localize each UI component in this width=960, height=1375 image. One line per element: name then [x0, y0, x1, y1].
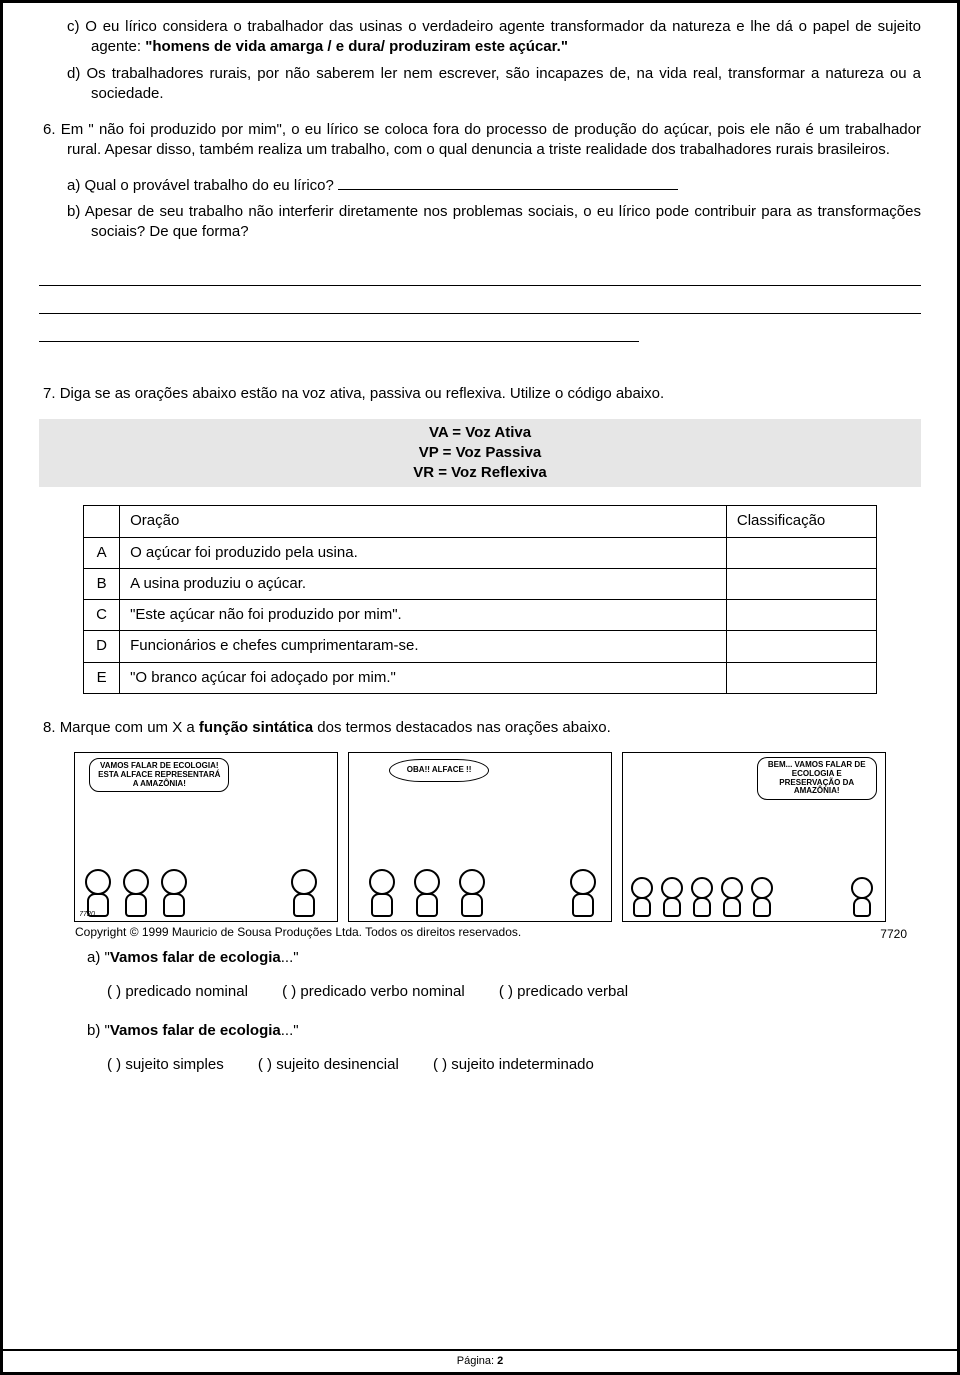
row-answer[interactable]	[726, 662, 876, 693]
row-answer[interactable]	[726, 631, 876, 662]
legend-vr: VR = Voz Reflexiva	[39, 463, 921, 483]
table-row: A O açúcar foi produzido pela usina.	[84, 537, 877, 568]
option-checkbox[interactable]: ( ) predicado nominal	[107, 982, 248, 1002]
q6a-prefix: a)	[67, 177, 85, 194]
question-8a: a) "Vamos falar de ecologia..."	[39, 948, 921, 968]
option-checkbox[interactable]: ( ) sujeito desinencial	[258, 1055, 399, 1075]
legend-vp: VP = Voz Passiva	[39, 443, 921, 463]
comic-panel-2: OBA!! ALFACE !!	[348, 752, 612, 922]
q7-text: Diga se as orações abaixo estão na voz a…	[60, 385, 665, 402]
answer-line[interactable]	[39, 262, 921, 286]
q8-bold: função sintática	[199, 719, 313, 736]
worksheet-page: c) O eu lírico considera o trabalhador d…	[0, 0, 960, 1375]
legend-va: VA = Voz Ativa	[39, 423, 921, 443]
comic-strip: VAMOS FALAR DE ECOLOGIA! ESTA ALFACE REP…	[74, 752, 885, 922]
q6b-prefix: b)	[67, 203, 85, 220]
row-letter: C	[84, 600, 120, 631]
question-6b: b) Apesar de seu trabalho não interferir…	[39, 202, 921, 243]
page-footer: Página: 2	[3, 1349, 957, 1372]
row-answer[interactable]	[726, 537, 876, 568]
q6-text: Em " não foi produzido por mim", o eu lí…	[61, 121, 921, 158]
panel-sig: 7720	[79, 910, 95, 919]
question-8b: b) "Vamos falar de ecologia..."	[39, 1021, 921, 1041]
option-checkbox[interactable]: ( ) sujeito simples	[107, 1055, 224, 1075]
item-d: d) Os trabalhadores rurais, por não sabe…	[39, 64, 921, 105]
comic-copyright: Copyright © 1999 Mauricio de Sousa Produ…	[75, 924, 921, 940]
q6b-text: Apesar de seu trabalho não interferir di…	[85, 203, 921, 240]
header-clas: Classificação	[726, 506, 876, 537]
q7-prefix: 7.	[43, 385, 60, 402]
header-blank	[84, 506, 120, 537]
answer-lines-6b[interactable]	[39, 262, 921, 342]
q embolden-quote: Vamos falar de ecologia	[110, 1022, 281, 1039]
option-checkbox[interactable]: ( ) predicado verbal	[499, 982, 628, 1002]
item-d-prefix: d)	[67, 65, 86, 82]
voice-legend: VA = Voz Ativa VP = Voz Passiva VR = Voz…	[39, 419, 921, 488]
table-row: B A usina produziu o açúcar.	[84, 568, 877, 599]
row-text: Funcionários e chefes cumprimentaram-se.	[120, 631, 727, 662]
comic-panel-1: VAMOS FALAR DE ECOLOGIA! ESTA ALFACE REP…	[74, 752, 338, 922]
question-8: 8. Marque com um X a função sintática do…	[39, 718, 921, 738]
speech-bubble: BEM... VAMOS FALAR DE ECOLOGIA E PRESERV…	[757, 757, 877, 800]
q8a-quote: Vamos falar de ecologia	[110, 949, 281, 966]
row-text: "O branco açúcar foi adoçado por mim."	[120, 662, 727, 693]
option-checkbox[interactable]: ( ) predicado verbo nominal	[282, 982, 465, 1002]
row-text: A usina produziu o açúcar.	[120, 568, 727, 599]
row-text: "Este açúcar não foi produzido por mim".	[120, 600, 727, 631]
q8b-prefix: b)	[87, 1022, 105, 1039]
q6a-text: Qual o provável trabalho do eu lírico?	[85, 177, 338, 194]
footer-label: Página:	[457, 1355, 497, 1367]
speech-bubble: VAMOS FALAR DE ECOLOGIA! ESTA ALFACE REP…	[89, 758, 229, 792]
row-letter: B	[84, 568, 120, 599]
table-header-row: Oração Classificação	[84, 506, 877, 537]
item-c: c) O eu lírico considera o trabalhador d…	[39, 17, 921, 58]
table-row: D Funcionários e chefes cumprimentaram-s…	[84, 631, 877, 662]
q8-pre: Marque com um X a	[60, 719, 199, 736]
item-c-quote: "homens de vida amarga / e dura/ produzi…	[145, 38, 568, 55]
answer-blank[interactable]	[338, 175, 678, 190]
q8-prefix: 8.	[43, 719, 60, 736]
answer-line[interactable]	[39, 318, 639, 342]
row-text: O açúcar foi produzido pela usina.	[120, 537, 727, 568]
question-7: 7. Diga se as orações abaixo estão na vo…	[39, 384, 921, 404]
speech-bubble: OBA!! ALFACE !!	[389, 759, 489, 782]
header-oracao: Oração	[120, 506, 727, 537]
answer-line[interactable]	[39, 290, 921, 314]
q6-prefix: 6.	[43, 121, 61, 138]
question-6: 6. Em " não foi produzido por mim", o eu…	[39, 120, 921, 161]
row-answer[interactable]	[726, 600, 876, 631]
voice-table: Oração Classificação A O açúcar foi prod…	[83, 505, 877, 694]
q8-post: dos termos destacados nas orações abaixo…	[313, 719, 611, 736]
comic-code: 7720	[880, 926, 907, 942]
table-row: E "O branco açúcar foi adoçado por mim."	[84, 662, 877, 693]
item-d-text: Os trabalhadores rurais, por não saberem…	[86, 65, 921, 102]
option-checkbox[interactable]: ( ) sujeito indeterminado	[433, 1055, 594, 1075]
row-letter: A	[84, 537, 120, 568]
comic-panel-3: BEM... VAMOS FALAR DE ECOLOGIA E PRESERV…	[622, 752, 886, 922]
row-letter: D	[84, 631, 120, 662]
item-c-prefix: c)	[67, 18, 85, 35]
row-letter: E	[84, 662, 120, 693]
footer-number: 2	[497, 1355, 503, 1367]
q8a-prefix: a)	[87, 949, 105, 966]
q8a-options: ( ) predicado nominal ( ) predicado verb…	[39, 982, 921, 1002]
q8b-options: ( ) sujeito simples ( ) sujeito desinenc…	[39, 1055, 921, 1075]
question-6a: a) Qual o provável trabalho do eu lírico…	[39, 175, 921, 196]
table-row: C "Este açúcar não foi produzido por mim…	[84, 600, 877, 631]
row-answer[interactable]	[726, 568, 876, 599]
